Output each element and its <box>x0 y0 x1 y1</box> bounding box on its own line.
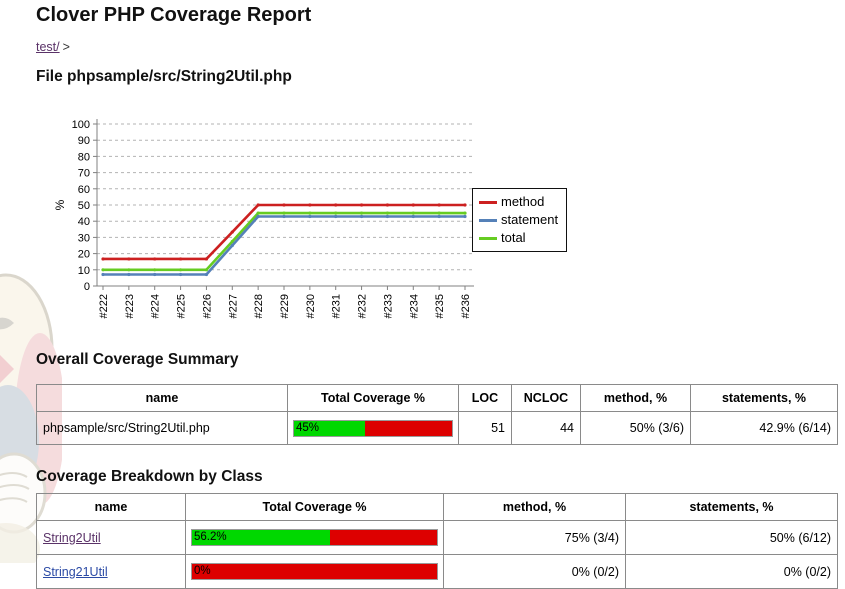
coverage-bar: 45% <box>293 419 453 437</box>
svg-text:80: 80 <box>78 151 90 163</box>
legend-item-statement: statement <box>479 211 558 229</box>
overall-coverage-summary-table: name Total Coverage % LOC NCLOC method, … <box>36 384 838 445</box>
class-name-cell: String2Util <box>36 520 186 555</box>
svg-text:60: 60 <box>78 184 90 196</box>
class-link-string2util[interactable]: String2Util <box>43 530 101 545</box>
svg-text:90: 90 <box>78 135 90 147</box>
summary-row: phpsample/src/String2Util.php 45% 51 44 … <box>36 411 838 445</box>
svg-text:0: 0 <box>84 281 90 293</box>
breakdown-row-string2util: String2Util 56.2% 75% (3/4) 50% (6/12) <box>36 520 838 555</box>
svg-text:#236: #236 <box>460 294 472 318</box>
svg-text:#230: #230 <box>305 294 317 318</box>
summary-col-loc: LOC <box>458 384 512 412</box>
legend-label-statement: statement <box>501 212 559 227</box>
svg-text:10: 10 <box>78 265 90 277</box>
svg-text:#228: #228 <box>253 294 265 318</box>
coverage-bar: 0% <box>191 563 438 580</box>
class-method-value: 75% (3/4) <box>443 520 626 555</box>
svg-text:%: % <box>53 199 67 210</box>
coverage-breakdown-table: name Total Coverage % method, % statemen… <box>36 493 838 589</box>
svg-text:30: 30 <box>78 232 90 244</box>
svg-text:#234: #234 <box>408 294 420 318</box>
coverage-bar-label: 0% <box>194 565 211 577</box>
legend-label-method: method <box>501 194 545 209</box>
svg-text:#224: #224 <box>150 294 162 318</box>
coverage-bar-label: 45% <box>296 421 320 434</box>
file-heading: File phpsample/src/String2Util.php <box>36 68 292 85</box>
summary-ncloc-value: 44 <box>511 411 581 445</box>
coverage-bar-label: 56.2% <box>194 531 227 543</box>
summary-col-statements: statements, % <box>690 384 838 412</box>
coverage-bar-fill <box>294 420 366 436</box>
chart-plot-area: 0 10 20 30 40 50 60 70 80 90 100% #222 #223 #224 #225 #… <box>53 119 474 318</box>
summary-file-name: phpsample/src/String2Util.php <box>36 411 288 445</box>
svg-text:#233: #233 <box>382 294 394 318</box>
breadcrumb: test/> <box>36 40 845 54</box>
class-link-string21util[interactable]: String21Util <box>43 564 108 579</box>
svg-text:50: 50 <box>78 200 90 212</box>
summary-method-value: 50% (3/6) <box>580 411 691 445</box>
summary-col-method: method, % <box>580 384 691 412</box>
svg-text:40: 40 <box>78 216 90 228</box>
summary-header-row: name Total Coverage % LOC NCLOC method, … <box>36 384 838 412</box>
breakdown-col-total-coverage: Total Coverage % <box>185 493 444 521</box>
breakdown-col-statements: statements, % <box>625 493 838 521</box>
svg-text:#226: #226 <box>201 294 213 318</box>
breakdown-col-method: method, % <box>443 493 626 521</box>
svg-text:#235: #235 <box>434 294 446 318</box>
coverage-bar: 56.2% <box>191 529 438 546</box>
coverage-bar-fill <box>192 530 330 545</box>
summary-loc-value: 51 <box>458 411 512 445</box>
svg-text:#231: #231 <box>331 294 343 318</box>
breadcrumb-link-test[interactable]: test/ <box>36 40 60 54</box>
summary-col-total-coverage: Total Coverage % <box>287 384 459 412</box>
svg-text:100: 100 <box>72 119 90 131</box>
summary-col-ncloc: NCLOC <box>511 384 581 412</box>
svg-text:#227: #227 <box>227 294 239 318</box>
chart-legend: method statement total <box>472 188 568 252</box>
page-title: Clover PHP Coverage Report <box>36 4 312 26</box>
svg-text:#223: #223 <box>124 294 136 318</box>
breadcrumb-separator: > <box>62 40 70 54</box>
svg-text:#232: #232 <box>357 294 369 318</box>
summary-coverage-cell: 45% <box>287 411 459 445</box>
legend-label-total: total <box>501 230 526 245</box>
summary-statements-value: 42.9% (6/14) <box>690 411 838 445</box>
coverage-trend-chart: 0 10 20 30 40 50 60 70 80 90 100% #222 #223 #224 #225 #… <box>40 113 610 328</box>
svg-text:70: 70 <box>78 168 90 180</box>
class-coverage-cell: 56.2% <box>185 520 444 555</box>
svg-text:#229: #229 <box>279 294 291 318</box>
class-statements-value: 50% (6/12) <box>625 520 838 555</box>
breakdown-header-row: name Total Coverage % method, % statemen… <box>36 493 838 521</box>
breakdown-heading: Coverage Breakdown by Class <box>36 468 263 485</box>
svg-text:#222: #222 <box>98 294 110 318</box>
summary-col-name: name <box>36 384 288 412</box>
svg-text:#225: #225 <box>176 294 188 318</box>
breakdown-col-name: name <box>36 493 186 521</box>
statement-line-swatch <box>479 218 497 222</box>
total-line-swatch <box>479 236 497 240</box>
svg-text:20: 20 <box>78 249 90 261</box>
method-line-swatch <box>479 200 497 204</box>
legend-item-method: method <box>479 193 558 211</box>
summary-heading: Overall Coverage Summary <box>36 351 239 368</box>
legend-item-total: total <box>479 229 558 247</box>
